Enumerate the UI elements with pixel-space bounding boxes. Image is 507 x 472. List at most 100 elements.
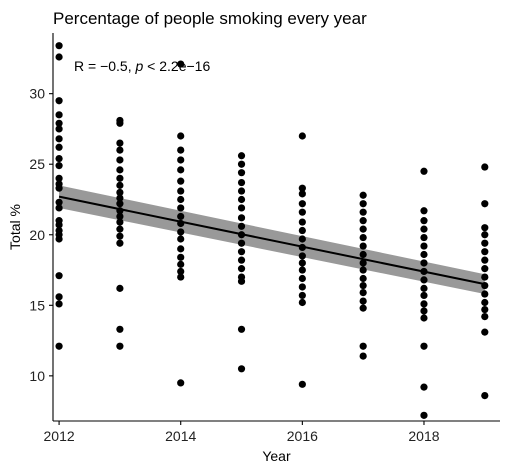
data-point xyxy=(116,200,124,208)
data-point xyxy=(359,274,367,283)
plot-area xyxy=(55,42,489,419)
data-point xyxy=(420,276,428,284)
data-point xyxy=(359,242,367,250)
data-point xyxy=(481,312,489,321)
data-point xyxy=(116,212,124,221)
regression-line xyxy=(58,195,485,286)
data-point xyxy=(116,146,124,154)
data-point xyxy=(481,290,489,298)
data-point xyxy=(359,250,367,259)
data-point xyxy=(481,298,489,307)
data-point xyxy=(55,111,63,119)
data-point xyxy=(237,277,246,285)
data-point xyxy=(237,152,246,160)
data-point xyxy=(359,259,367,267)
data-point xyxy=(116,218,124,226)
data-point xyxy=(481,224,489,232)
data-point xyxy=(177,146,185,154)
data-point xyxy=(298,274,306,283)
data-point xyxy=(481,256,489,264)
data-point xyxy=(55,42,63,50)
data-point xyxy=(116,156,124,164)
data-point xyxy=(55,235,63,243)
data-point xyxy=(420,342,428,350)
data-point xyxy=(481,231,489,239)
data-point xyxy=(177,273,185,281)
y-tick-label: 10 xyxy=(29,368,45,384)
data-point xyxy=(359,191,367,199)
data-point xyxy=(177,195,185,204)
data-point xyxy=(298,226,306,235)
data-point xyxy=(237,265,246,273)
data-point xyxy=(55,272,63,280)
data-point xyxy=(420,291,428,300)
data-point xyxy=(177,177,185,185)
data-point xyxy=(55,53,63,61)
data-point xyxy=(55,135,63,143)
data-point xyxy=(55,293,63,301)
data-point xyxy=(298,266,306,274)
data-point xyxy=(116,188,124,197)
data-point xyxy=(237,187,246,195)
data-point xyxy=(116,232,124,240)
data-point xyxy=(116,325,124,333)
data-point xyxy=(420,300,428,308)
y-tick-label: 15 xyxy=(29,297,45,313)
data-point xyxy=(298,208,306,216)
data-point xyxy=(359,289,367,297)
data-point xyxy=(237,222,246,230)
data-point xyxy=(55,221,63,229)
data-point xyxy=(177,253,185,261)
data-point xyxy=(177,228,185,236)
data-point xyxy=(177,260,185,268)
data-point xyxy=(298,184,306,192)
data-point xyxy=(177,187,185,195)
data-point xyxy=(177,60,185,68)
data-point xyxy=(298,200,306,208)
data-point xyxy=(298,380,306,388)
y-axis-title: Total % xyxy=(7,204,23,250)
data-point xyxy=(298,132,306,140)
x-tick-label: 2014 xyxy=(165,428,196,444)
data-point xyxy=(481,248,489,256)
data-point xyxy=(481,239,489,247)
data-point xyxy=(420,207,428,215)
data-point xyxy=(420,217,428,225)
data-point xyxy=(420,167,428,175)
y-axis-ticks: 10 15 20 25 30 xyxy=(29,86,53,384)
data-point xyxy=(420,284,428,292)
data-point xyxy=(298,252,306,260)
data-point xyxy=(298,259,306,267)
x-axis-title: Year xyxy=(262,448,291,464)
data-point xyxy=(116,284,124,292)
data-point xyxy=(420,307,428,315)
data-point xyxy=(177,235,185,243)
data-point xyxy=(55,119,63,127)
data-point xyxy=(55,97,63,105)
correlation-annotation: R = −0.5, p < 2.2e−16 xyxy=(74,58,210,74)
data-point xyxy=(116,181,124,189)
data-point xyxy=(116,139,124,147)
data-point xyxy=(420,259,428,267)
x-tick-label: 2018 xyxy=(408,428,439,444)
data-point xyxy=(359,208,367,216)
data-point xyxy=(481,392,489,400)
data-point xyxy=(116,225,124,233)
data-point xyxy=(55,342,63,350)
data-point xyxy=(298,190,306,198)
data-point xyxy=(116,174,124,182)
data-point xyxy=(481,273,489,281)
data-point xyxy=(359,297,367,305)
data-point xyxy=(177,204,185,212)
data-point xyxy=(237,239,246,247)
data-point xyxy=(420,250,428,259)
data-point xyxy=(298,235,306,243)
data-point xyxy=(177,267,185,276)
data-point xyxy=(116,342,124,350)
data-point xyxy=(177,245,185,253)
data-point xyxy=(237,178,246,187)
data-point xyxy=(420,383,428,391)
data-point xyxy=(237,248,246,256)
data-point xyxy=(55,198,63,206)
